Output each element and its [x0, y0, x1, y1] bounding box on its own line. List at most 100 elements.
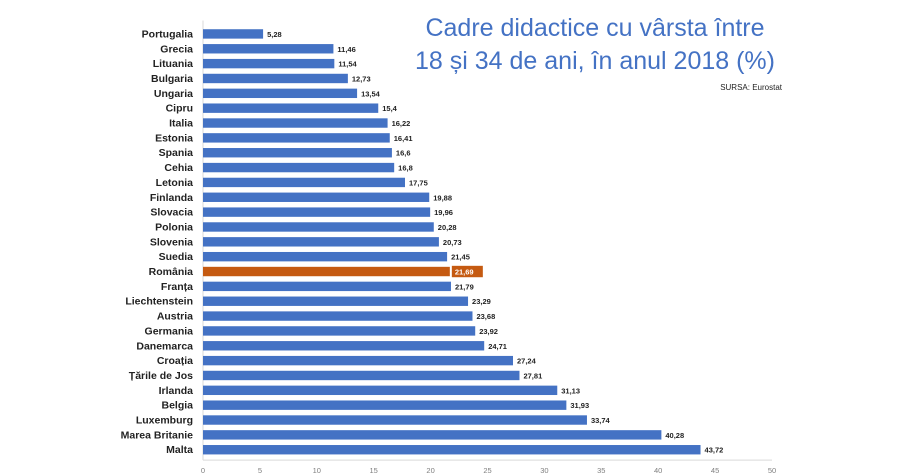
value-label-19: 23,68: [476, 312, 495, 321]
bar-20: [203, 326, 476, 336]
category-label-3: Bulgaria: [151, 73, 193, 85]
category-label-16: România: [149, 266, 194, 278]
category-label-25: Belgia: [161, 400, 193, 412]
bar-16: [203, 266, 450, 277]
value-label-1: 11,46: [337, 45, 355, 54]
x-tick-label-4: 20: [426, 466, 434, 474]
bar-6: [203, 118, 388, 128]
category-label-15: Suedia: [159, 251, 194, 263]
category-label-24: Irlanda: [159, 385, 194, 397]
value-label-25: 31,93: [570, 401, 589, 410]
category-label-11: Finlanda: [150, 192, 193, 204]
bar-19: [203, 311, 473, 321]
category-label-23: Țările de Jos: [129, 370, 193, 382]
bar-18: [203, 296, 469, 306]
bar-7: [203, 133, 390, 143]
value-label-16: 21,69: [455, 268, 474, 277]
x-tick-label-2: 10: [313, 466, 321, 474]
category-label-27: Marea Britanie: [121, 429, 194, 441]
value-label-24: 31,13: [561, 386, 580, 395]
category-label-28: Malta: [166, 444, 193, 456]
bar-24: [203, 385, 558, 396]
category-label-14: Slovenia: [150, 236, 193, 248]
bar-13: [203, 222, 434, 232]
value-label-23: 27,81: [523, 371, 542, 380]
bar-3: [203, 73, 348, 84]
chart-title: Cadre didactice cu vârsta între 18 și 34…: [400, 12, 790, 78]
value-label-21: 24,71: [488, 342, 507, 351]
chart-title-line-2: 18 și 34 de ani, în anul 2018 (%): [415, 47, 775, 75]
category-label-0: Portugalia: [142, 28, 194, 40]
bar-25: [203, 400, 567, 410]
highlight-label-bg: [451, 265, 483, 278]
value-label-28: 43,72: [705, 446, 724, 455]
value-label-15: 21,45: [451, 253, 470, 262]
x-tick-label-8: 40: [654, 466, 662, 474]
value-label-12: 19,96: [434, 208, 453, 217]
bar-11: [203, 192, 430, 202]
bar-21: [203, 341, 485, 351]
category-label-5: Cipru: [166, 103, 193, 115]
x-tick-label-0: 0: [201, 466, 205, 474]
category-label-19: Austria: [157, 311, 193, 323]
bar-0: [203, 29, 264, 39]
bar-9: [203, 162, 395, 173]
x-tick-label-1: 5: [258, 466, 262, 474]
category-label-17: Franța: [161, 281, 193, 293]
value-label-26: 33,74: [591, 416, 611, 425]
bar-27: [203, 430, 662, 440]
bar-12: [203, 207, 431, 217]
bar-5: [203, 103, 379, 113]
x-tick-label-9: 45: [711, 466, 719, 474]
bar-4: [203, 88, 358, 99]
value-label-27: 40,28: [665, 431, 684, 440]
category-label-10: Letonia: [156, 177, 193, 189]
category-label-2: Lituania: [153, 58, 193, 70]
bar-28: [203, 445, 701, 455]
category-label-1: Grecia: [160, 43, 193, 55]
value-label-18: 23,29: [472, 297, 491, 306]
chart-title-line-1: Cadre didactice cu vârsta între: [425, 14, 765, 42]
bar-23: [203, 370, 520, 381]
bar-14: [203, 237, 439, 247]
category-label-26: Luxemburg: [136, 415, 193, 427]
value-label-9: 16,8: [398, 164, 413, 173]
category-label-18: Liechtenstein: [125, 296, 193, 308]
bar-8: [203, 148, 392, 158]
bar-15: [203, 251, 448, 262]
bar-10: [203, 177, 405, 188]
value-label-14: 20,73: [443, 238, 462, 247]
bar-2: [203, 58, 335, 69]
value-label-20: 23,92: [479, 327, 498, 336]
category-label-12: Slovacia: [150, 207, 193, 219]
chart-source: SURSA: Eurostat: [720, 83, 782, 92]
value-label-0: 5,28: [267, 30, 282, 39]
bar-22: [203, 355, 513, 366]
value-label-13: 20,28: [438, 223, 457, 232]
x-tick-label-5: 25: [483, 466, 491, 474]
value-label-3: 12,73: [352, 74, 371, 83]
value-label-8: 16,6: [396, 149, 411, 158]
value-label-10: 17,75: [409, 178, 428, 187]
category-label-6: Italia: [169, 118, 193, 130]
value-label-17: 21,79: [455, 282, 474, 291]
category-label-21: Danemarca: [136, 340, 193, 352]
value-label-6: 16,22: [392, 119, 411, 128]
bar-26: [203, 415, 587, 425]
x-tick-label-7: 35: [597, 466, 605, 474]
x-tick-label-10: 50: [768, 466, 776, 474]
x-tick-label-3: 15: [370, 466, 378, 474]
category-label-7: Estonia: [155, 132, 193, 144]
bar-1: [203, 44, 334, 54]
category-label-4: Ungaria: [154, 88, 193, 100]
category-label-22: Croația: [157, 355, 193, 367]
category-label-20: Germania: [145, 325, 194, 337]
value-label-5: 15,4: [382, 104, 397, 113]
value-label-11: 19,88: [433, 193, 452, 202]
category-label-13: Polonia: [155, 221, 193, 233]
category-label-8: Spania: [159, 147, 194, 159]
category-label-9: Cehia: [164, 162, 193, 174]
value-label-2: 11,54: [338, 60, 357, 69]
bar-17: [203, 281, 451, 292]
